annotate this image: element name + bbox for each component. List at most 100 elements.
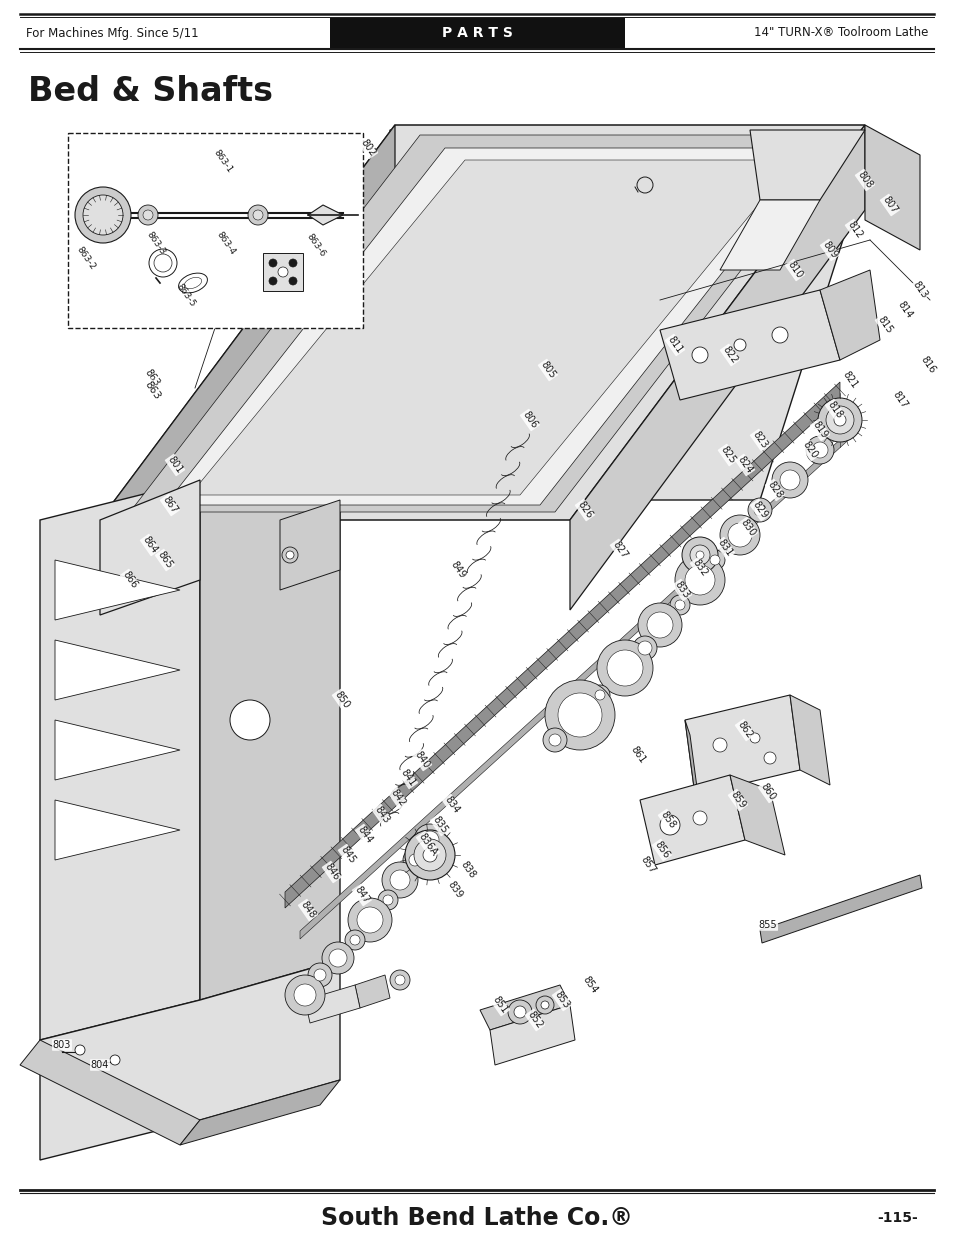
Text: 864: 864: [140, 535, 159, 556]
Circle shape: [709, 555, 720, 564]
Circle shape: [308, 963, 332, 987]
Circle shape: [646, 613, 672, 638]
Text: 811: 811: [665, 335, 683, 356]
Text: 843: 843: [373, 805, 391, 825]
Circle shape: [153, 254, 172, 272]
Circle shape: [230, 700, 270, 740]
Text: 830: 830: [738, 517, 757, 538]
Polygon shape: [479, 986, 569, 1030]
Circle shape: [395, 974, 405, 986]
Polygon shape: [390, 130, 869, 500]
Circle shape: [282, 547, 297, 563]
Text: 863-6: 863-6: [304, 232, 327, 258]
Circle shape: [681, 537, 718, 573]
Circle shape: [75, 186, 131, 243]
Text: 863-3: 863-3: [145, 230, 167, 257]
Text: 803: 803: [52, 1040, 71, 1050]
Text: 823: 823: [750, 430, 769, 451]
Circle shape: [589, 685, 609, 705]
Circle shape: [692, 811, 706, 825]
Text: 802: 802: [358, 137, 377, 158]
Circle shape: [285, 974, 325, 1015]
Text: 815: 815: [875, 315, 894, 336]
Text: 820: 820: [800, 440, 819, 461]
Text: 817: 817: [890, 389, 908, 410]
Circle shape: [691, 347, 707, 363]
Circle shape: [269, 277, 276, 285]
Text: 846: 846: [322, 862, 341, 882]
Text: 863-4: 863-4: [214, 230, 237, 257]
Circle shape: [720, 515, 760, 555]
Polygon shape: [490, 1005, 575, 1065]
Polygon shape: [684, 695, 800, 795]
Circle shape: [138, 205, 158, 225]
Bar: [330, 19, 624, 48]
Circle shape: [143, 210, 152, 220]
Polygon shape: [299, 426, 854, 939]
Text: 867: 867: [160, 494, 179, 515]
Circle shape: [149, 249, 177, 277]
Circle shape: [753, 504, 765, 516]
Polygon shape: [308, 205, 343, 225]
Circle shape: [825, 406, 853, 433]
Text: 818: 818: [824, 400, 843, 420]
Circle shape: [675, 600, 684, 610]
Text: 847: 847: [353, 884, 371, 905]
Text: 850: 850: [333, 689, 351, 710]
Circle shape: [289, 277, 296, 285]
Text: 822: 822: [720, 345, 739, 366]
Circle shape: [733, 338, 745, 351]
Text: 863-5: 863-5: [174, 282, 197, 309]
Circle shape: [381, 862, 417, 898]
Text: 814: 814: [895, 300, 913, 320]
Polygon shape: [569, 125, 864, 610]
Circle shape: [749, 734, 760, 743]
Circle shape: [356, 906, 382, 932]
Polygon shape: [55, 640, 180, 700]
Circle shape: [294, 984, 315, 1007]
Text: 831: 831: [715, 537, 734, 558]
Circle shape: [348, 898, 392, 942]
Circle shape: [536, 995, 554, 1014]
Circle shape: [704, 550, 724, 571]
Circle shape: [269, 259, 276, 267]
Text: 834: 834: [442, 794, 461, 815]
Circle shape: [597, 640, 652, 697]
Polygon shape: [55, 720, 180, 781]
Polygon shape: [165, 148, 820, 505]
Text: 862: 862: [735, 720, 754, 741]
Circle shape: [727, 522, 751, 547]
Circle shape: [684, 564, 714, 595]
Circle shape: [595, 690, 604, 700]
Ellipse shape: [178, 273, 207, 293]
Circle shape: [350, 935, 359, 945]
Text: -115-: -115-: [877, 1212, 917, 1225]
Circle shape: [409, 853, 420, 866]
Circle shape: [747, 498, 771, 522]
Text: 827: 827: [610, 540, 629, 561]
Polygon shape: [749, 130, 864, 200]
Text: 838: 838: [458, 860, 476, 881]
Circle shape: [638, 603, 681, 647]
Text: South Bend Lathe Co.®: South Bend Lathe Co.®: [321, 1207, 632, 1230]
Circle shape: [606, 650, 642, 685]
Circle shape: [329, 948, 347, 967]
Text: 807: 807: [880, 195, 899, 215]
Polygon shape: [760, 876, 921, 944]
Polygon shape: [20, 1040, 200, 1145]
Polygon shape: [864, 125, 919, 249]
Polygon shape: [729, 776, 784, 855]
Text: For Machines Mfg. Since 5/11: For Machines Mfg. Since 5/11: [26, 26, 198, 40]
Text: 865: 865: [155, 550, 174, 571]
Circle shape: [507, 1000, 532, 1024]
Polygon shape: [355, 974, 390, 1008]
Text: 801: 801: [166, 454, 184, 475]
Text: 836A: 836A: [416, 832, 438, 858]
Bar: [68, 133, 363, 329]
Circle shape: [414, 824, 446, 856]
Text: 829: 829: [750, 499, 769, 520]
Text: 852: 852: [525, 1009, 544, 1030]
Polygon shape: [263, 253, 303, 291]
Circle shape: [771, 462, 807, 498]
Polygon shape: [100, 125, 395, 615]
